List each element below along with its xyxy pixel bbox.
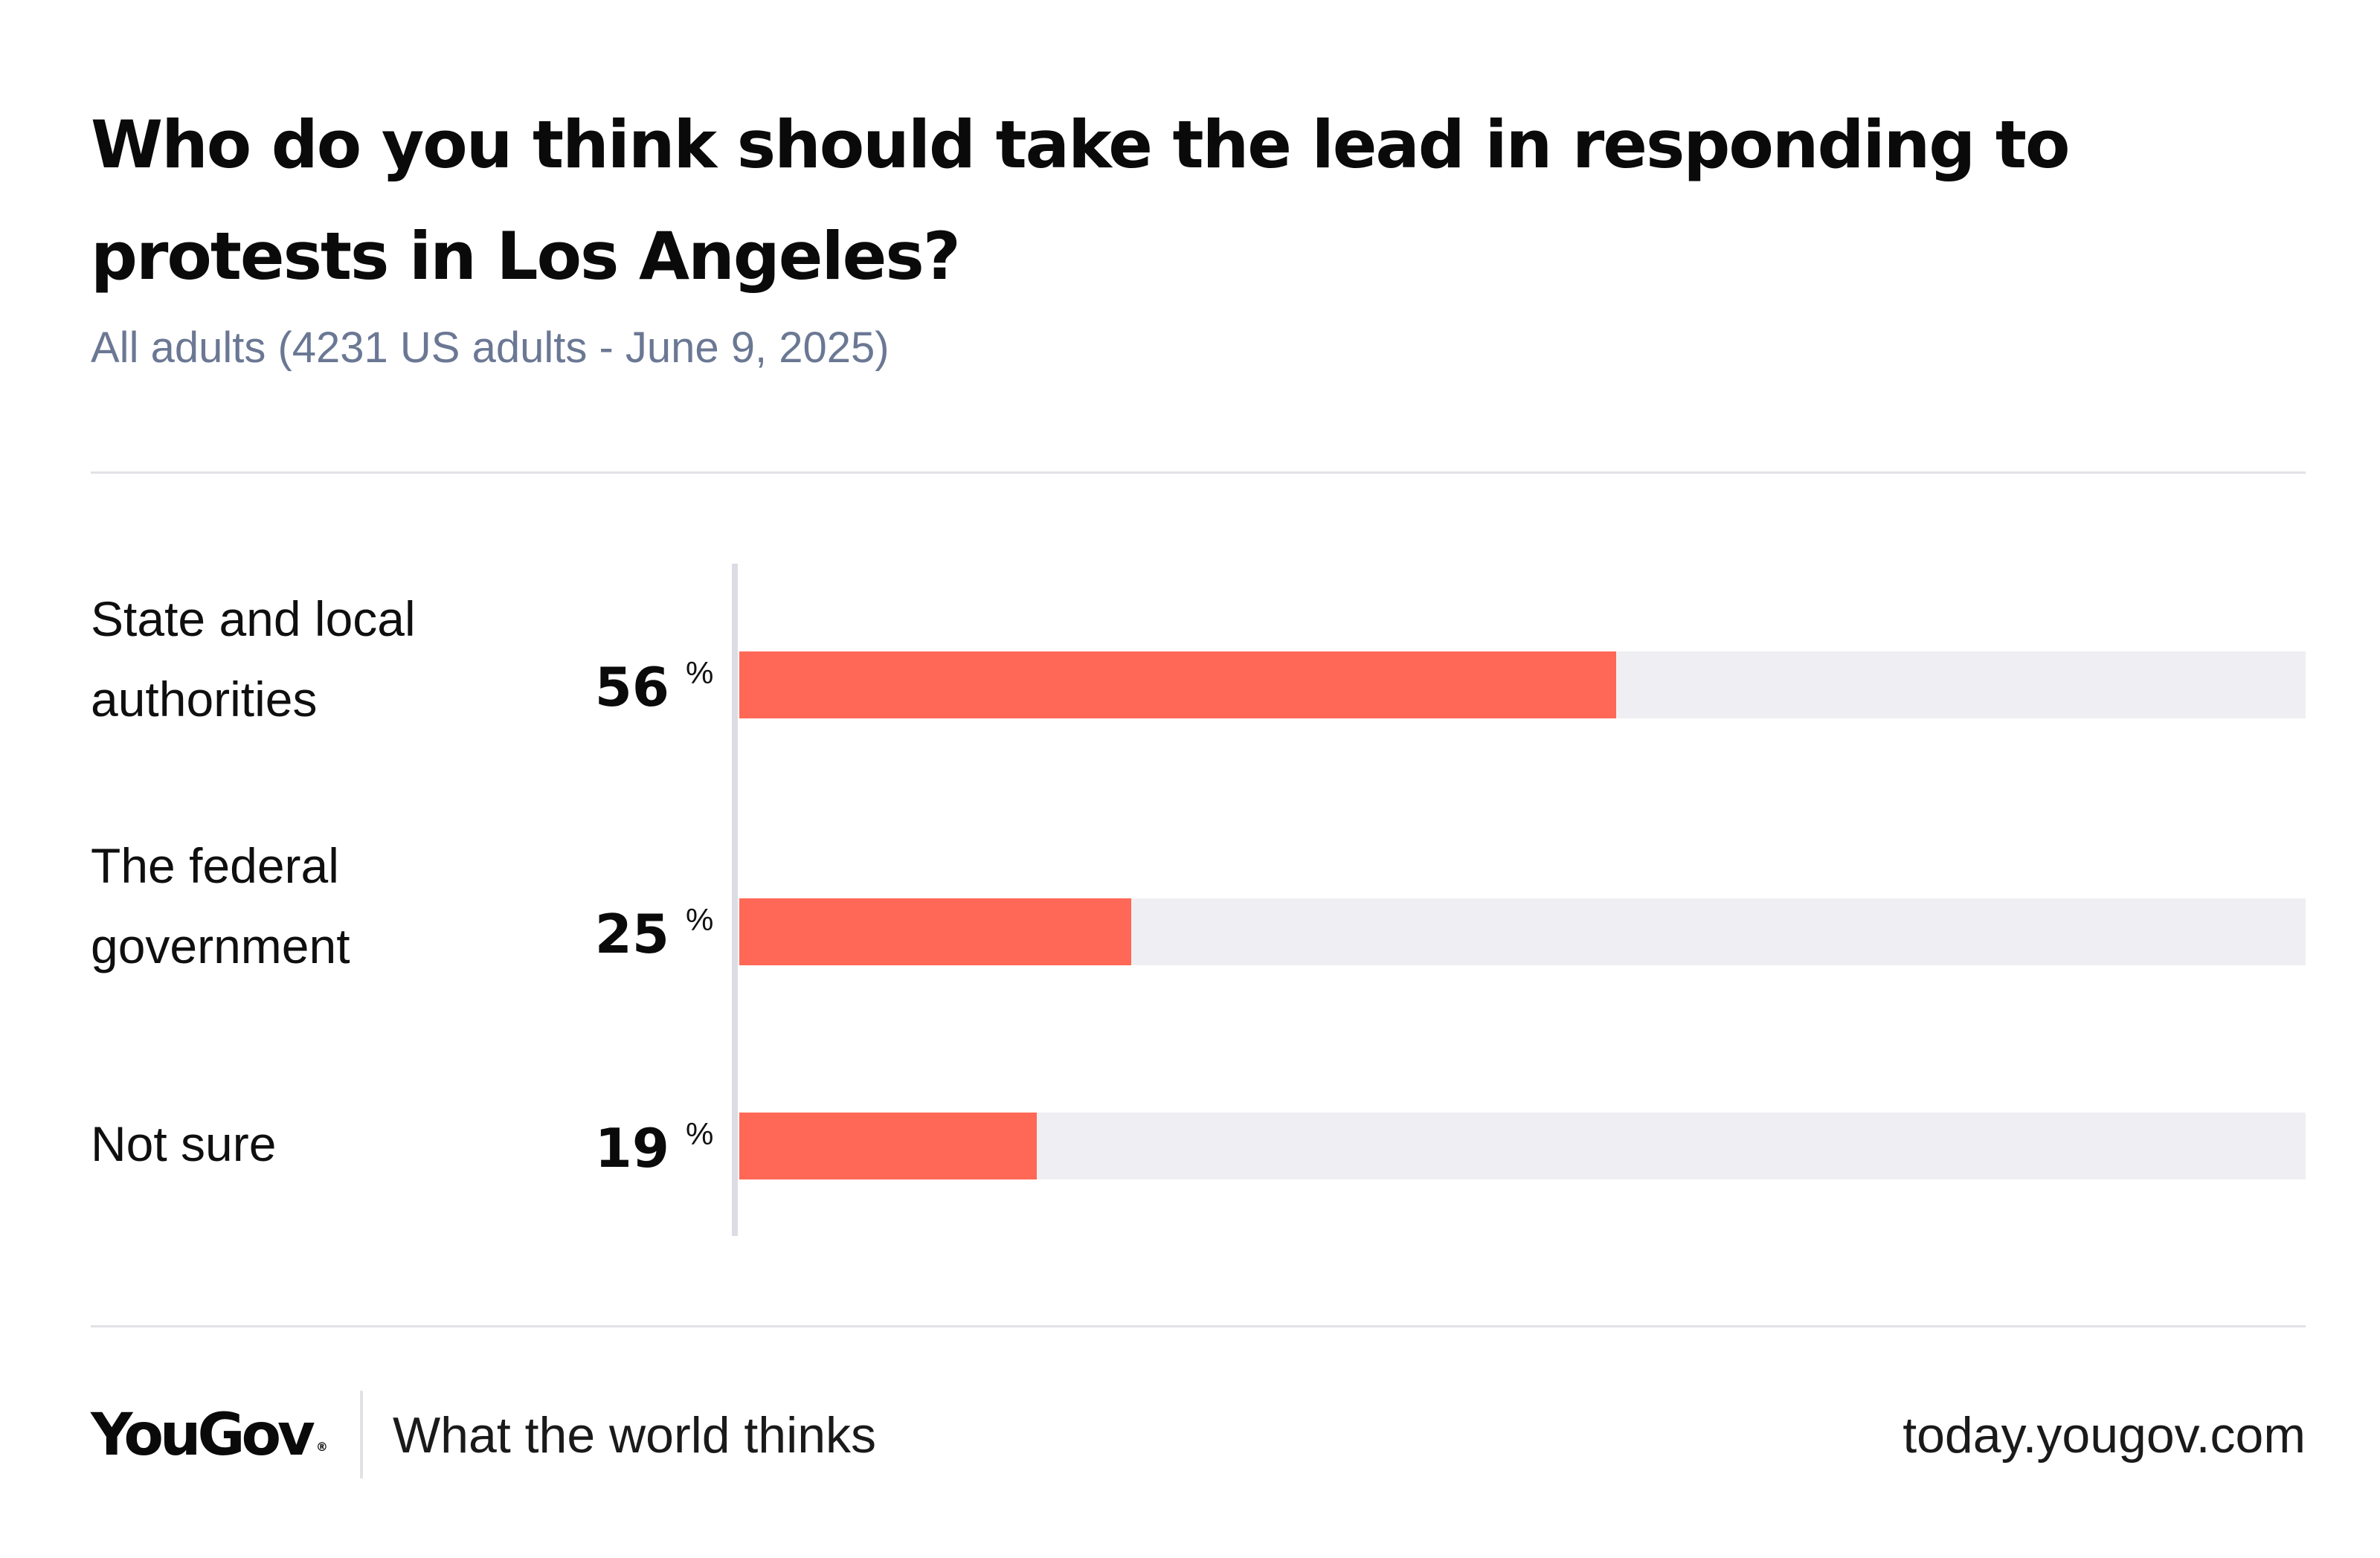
category-label-line: government xyxy=(91,918,350,973)
footer-url[interactable]: today.yougov.com xyxy=(1903,1407,2306,1464)
chart-axis-line xyxy=(732,564,738,1236)
category-label-line: The federal xyxy=(91,838,339,893)
bar-state-local xyxy=(739,651,1617,718)
category-label-line: Not sure xyxy=(91,1116,277,1171)
category-label-federal: The federal government xyxy=(91,825,567,986)
footer-separator xyxy=(360,1391,363,1478)
value-label-not-sure: 19 xyxy=(594,1117,669,1179)
value-label-state-local: 56 xyxy=(594,656,669,718)
bar-track-not-sure xyxy=(739,1113,2306,1179)
value-label-federal: 25 xyxy=(594,903,669,965)
bar-federal xyxy=(739,898,1131,965)
chart-title: Who do you think should take the lead in… xyxy=(91,106,2070,294)
bar-track-state-local xyxy=(739,651,2306,718)
footer-tagline: What the world thinks xyxy=(393,1407,877,1464)
category-label-state-local: State and local authorities xyxy=(91,579,567,739)
percent-unit-state-local: % xyxy=(686,655,714,690)
bar-not-sure xyxy=(739,1113,1038,1179)
category-label-not-sure: Not sure xyxy=(91,1104,567,1184)
brand-name: YouGov xyxy=(91,1402,315,1469)
brand-registered-mark: ® xyxy=(315,1440,328,1454)
yougov-logo: YouGov ® xyxy=(91,1398,328,1472)
top-divider xyxy=(91,471,2306,474)
bottom-divider xyxy=(91,1325,2306,1327)
category-label-line: State and local xyxy=(91,591,416,646)
bar-track-federal xyxy=(739,898,2306,965)
percent-unit-not-sure: % xyxy=(686,1116,714,1151)
category-label-line: authorities xyxy=(91,672,318,727)
chart-subtitle: All adults (4231 US adults - June 9, 202… xyxy=(91,323,890,372)
percent-unit-federal: % xyxy=(686,902,714,937)
